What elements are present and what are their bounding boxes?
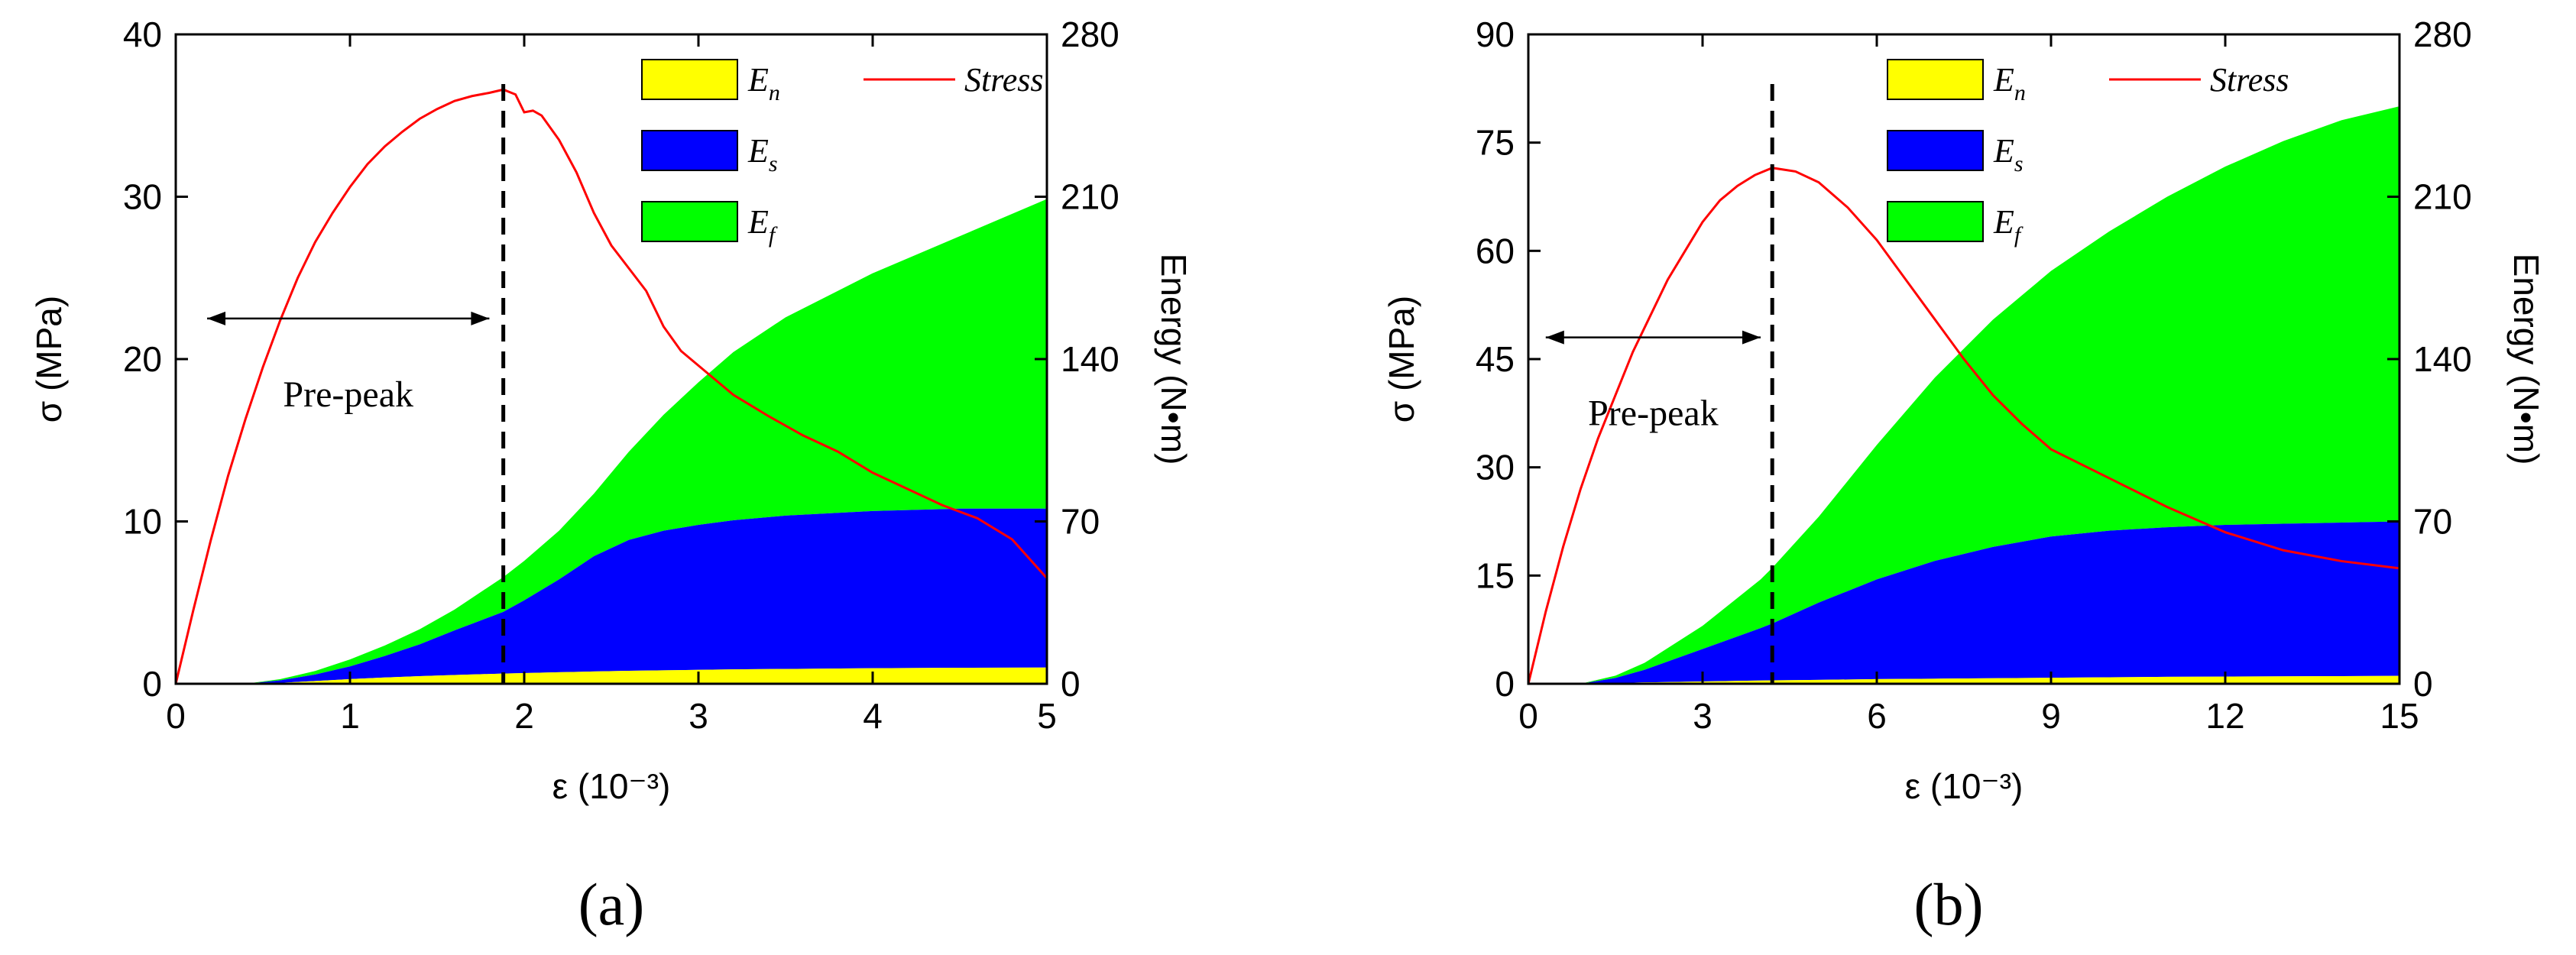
panel-b-area-En [1528,675,2399,684]
panel-a-ytick-left-label: 10 [123,502,162,542]
panel-a-ylabel-right: Energy (N•m) [1154,254,1194,465]
panel-b-legend-label-sub: f [2014,222,2024,248]
panel-b-prepeak-label: Pre-peak [1588,393,1719,434]
panel-a-xtick-label: 2 [514,696,534,736]
panel-b-xtick-label: 12 [2205,696,2244,736]
panel-b-prepeak-arrowhead-right [1742,330,1761,345]
panel-b-legend-swatch-Es [1887,130,1984,171]
panel-b-prepeak-arrowhead-left [1545,330,1564,345]
panel-a-legend-swatch-Es [641,130,738,171]
panel-b-plot-area [1528,106,2399,684]
panel-a-area-En [176,667,1047,684]
panel-b-label: (b) [1914,871,1984,937]
panel-b-legend-label-sub: s [2014,151,2024,176]
panel-a-xtick-label: 1 [340,696,360,736]
panel-b-ytick-right-label: 280 [2413,15,2472,54]
panel-b-ytick-right-label: 70 [2413,502,2452,542]
panel-a-ytick-left-label: 20 [123,339,162,379]
panel-a-legend-swatch-Ef [641,201,738,242]
panel-b-stress-line [1528,167,2399,684]
panel-b-legend-label-base: E [1993,132,2014,170]
panel-a-legend-label-base: E [747,61,769,99]
panel-a-xlabel: ε (10⁻³) [552,766,671,806]
panel-a-xtick-label: 5 [1037,696,1057,736]
panel-a-label: (a) [578,871,645,937]
panel-b-ytick-right-label: 210 [2413,177,2472,217]
panel-a-xtick-label: 3 [689,696,708,736]
panel-a-area-Es [176,508,1047,684]
panel-a-plot-area [176,88,1047,684]
panel-b-area-Es [1528,521,2399,684]
panel-b-xtick-label: 6 [1867,696,1887,736]
panel-a-prepeak-label: Pre-peak [283,374,413,415]
panel-a-area-Ef [176,199,1047,684]
panel-b-ytick-left-label: 90 [1476,15,1515,54]
panel-b-xtick-label: 15 [2380,696,2419,736]
panel-a-legend-label-sub: s [769,151,778,176]
panel-a-ytick-right-label: 140 [1061,339,1120,379]
panel-b-ytick-left-label: 30 [1476,448,1515,487]
panel-a-ytick-right-label: 70 [1061,502,1100,542]
panel-b-ytick-left-label: 0 [1495,664,1515,704]
panel-b-ytick-left-label: 45 [1476,339,1515,379]
panel-b-legend-swatch-Ef [1887,201,1984,242]
panel-a-ytick-left-label: 30 [123,177,162,217]
panel-b-ytick-left-label: 75 [1476,123,1515,163]
panel-a-legend-label-sub: n [769,80,780,105]
panel-b-xtick-label: 9 [2041,696,2061,736]
panel-a-legend-label-Es: Es [747,132,778,176]
panel-a-ytick-right-label: 210 [1061,177,1120,217]
panel-a-ytick-right-label: 0 [1061,664,1081,704]
panel-b-ylabel-right: Energy (N•m) [2506,254,2546,465]
panel-a-xtick-label: 0 [166,696,186,736]
panel-a-ytick-right-label: 280 [1061,15,1120,54]
panel-b-legend-label-Es: Es [1993,132,2024,176]
panel-a-legend-label-Ef: Ef [747,203,778,248]
panel-a-ylabel-left: σ (MPa) [29,296,69,422]
panel-a-stress-line [176,88,1047,684]
panel-b-legend-label-En: En [1993,61,2026,105]
panel-b-ylabel-left: σ (MPa) [1382,296,1421,422]
panel-a-ytick-left-label: 0 [142,664,162,704]
panel-b-ytick-left-label: 60 [1476,231,1515,270]
panel-a-prepeak-arrowhead-left [207,311,226,325]
panel-a-legend-swatch-En [641,59,738,100]
panel-b-xtick-label: 3 [1693,696,1712,736]
panel-b-legend-swatch-En [1887,59,1984,100]
panel-b-xlabel: ε (10⁻³) [1905,766,2024,806]
panel-b-legend-label-base: E [1993,203,2014,241]
panel-a-legend-label-base: E [747,132,769,170]
panel-b-area-Ef [1528,106,2399,684]
panel-b-legend-stress-label: Stress [2210,61,2289,99]
panel-a-ytick-left-label: 40 [123,15,162,54]
panel-a-legend-label-base: E [747,203,769,241]
panel-b-legend-label-base: E [1993,61,2014,99]
panel-b-legend-label-sub: n [2014,80,2026,105]
panel-b-legend-label-Ef: Ef [1993,203,2024,248]
panel-b-ytick-right-label: 140 [2413,339,2472,379]
panel-a-prepeak-arrowhead-right [471,311,490,325]
panel-b-xtick-label: 0 [1518,696,1538,736]
panel-a-legend-stress-label: Stress [964,61,1044,99]
panel-a-legend-label-En: En [747,61,780,105]
panel-b-ytick-left-label: 15 [1476,555,1515,595]
panel-b-ytick-right-label: 0 [2413,664,2433,704]
panel-a-legend-label-sub: f [769,222,778,248]
panel-a-xtick-label: 4 [863,696,883,736]
